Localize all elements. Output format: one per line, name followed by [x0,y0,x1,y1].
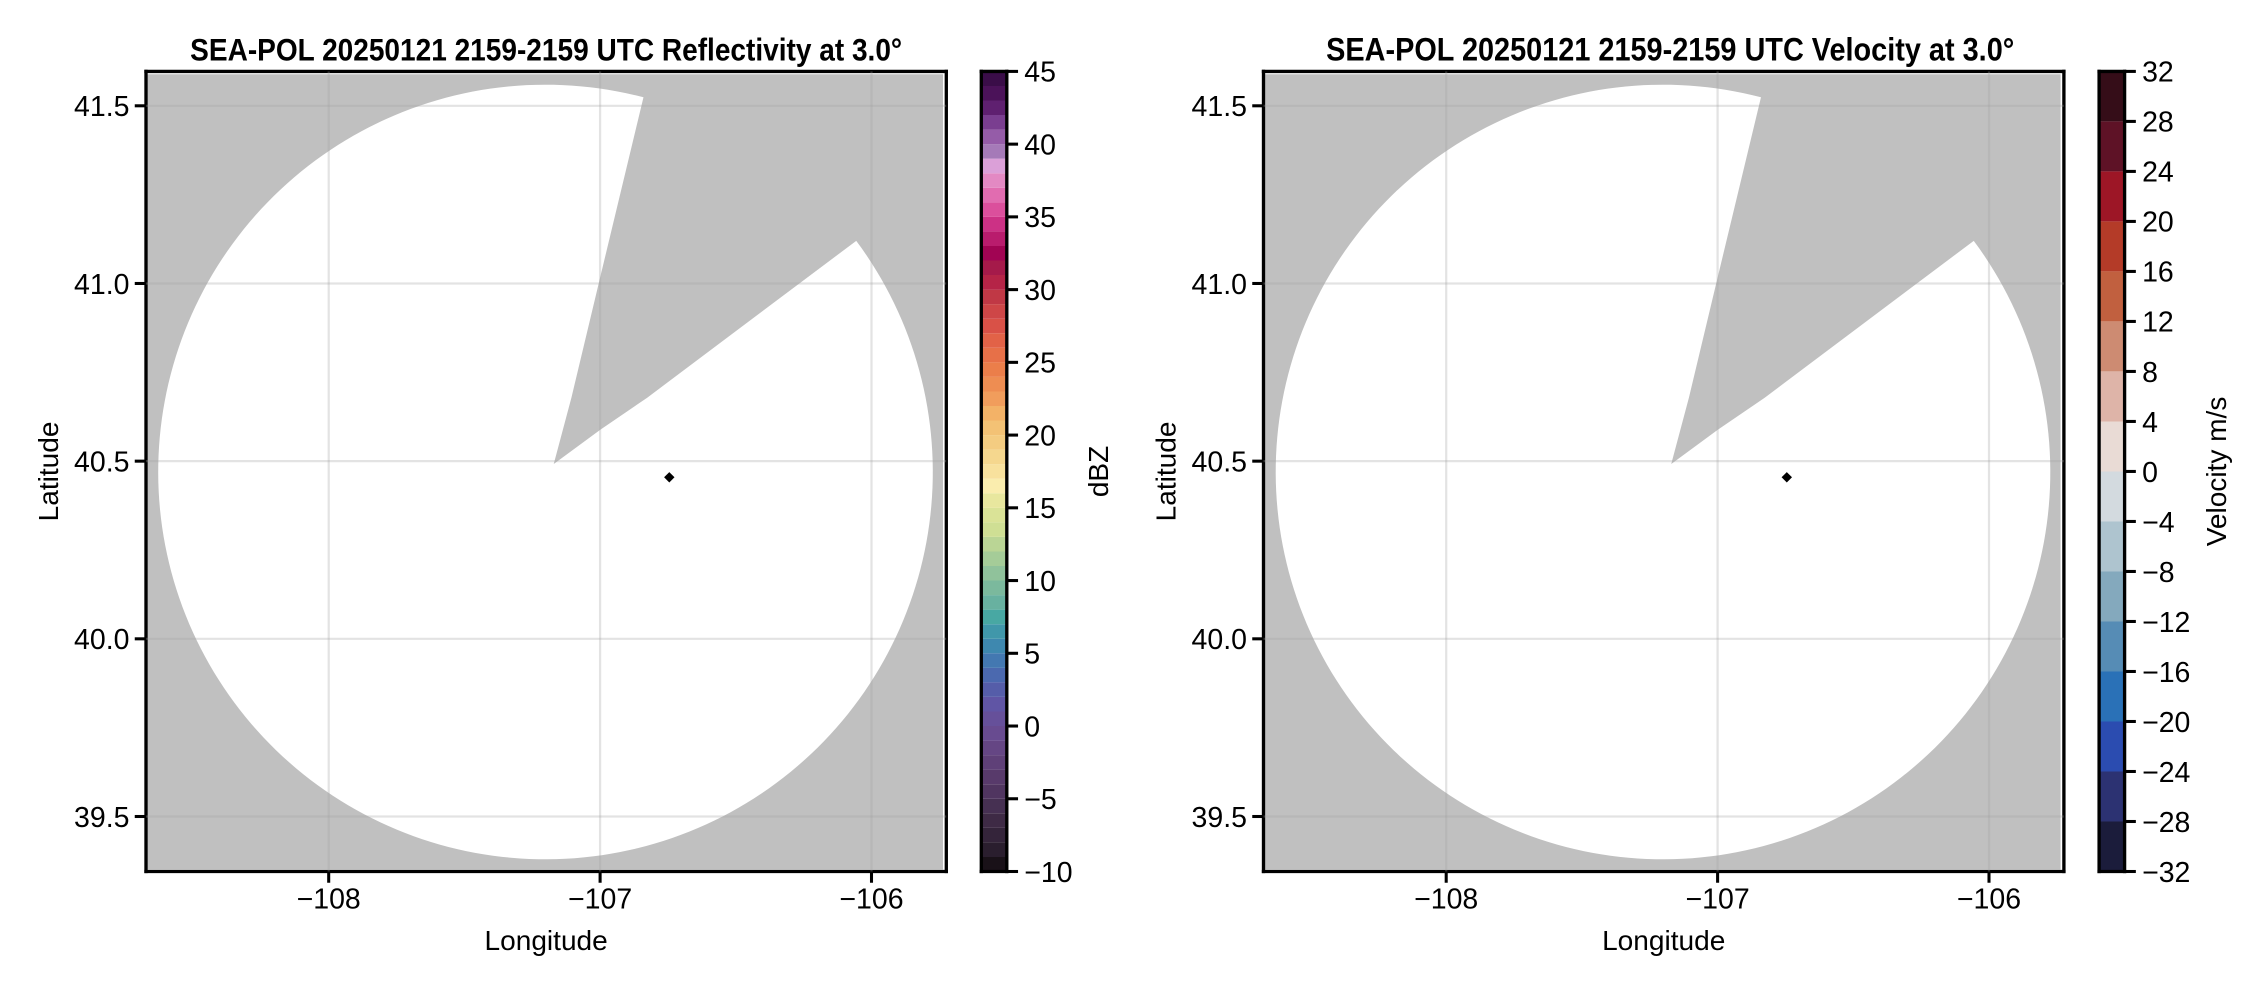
svg-text:−32: −32 [2142,857,2190,889]
svg-text:−28: −28 [2142,807,2190,839]
svg-text:12: 12 [2142,307,2174,339]
svg-text:40.0: 40.0 [1192,624,1247,656]
svg-text:SEA-POL 20250121 2159-2159 UTC: SEA-POL 20250121 2159-2159 UTC Velocity … [1326,32,2014,68]
svg-text:10: 10 [1024,566,1056,598]
svg-text:32: 32 [2142,57,2174,89]
svg-text:−10: −10 [1024,857,1072,889]
svg-text:dBZ: dBZ [1083,446,1114,497]
svg-text:25: 25 [1024,348,1056,380]
svg-text:5: 5 [1024,639,1040,671]
svg-text:16: 16 [2142,257,2174,289]
svg-text:−16: −16 [2142,657,2190,689]
svg-text:−8: −8 [2142,557,2174,589]
svg-text:Latitude: Latitude [33,422,64,522]
svg-text:−20: −20 [2142,707,2190,739]
svg-text:28: 28 [2142,107,2174,139]
svg-text:−108: −108 [297,884,361,916]
svg-text:−107: −107 [568,884,632,916]
svg-text:8: 8 [2142,357,2158,389]
svg-text:40.5: 40.5 [1192,446,1247,478]
svg-text:−106: −106 [839,884,903,916]
svg-text:39.5: 39.5 [1192,802,1247,834]
svg-text:Velocity m/s: Velocity m/s [2201,397,2232,547]
svg-text:40.0: 40.0 [74,624,129,656]
svg-text:20: 20 [2142,207,2174,239]
svg-text:Longitude: Longitude [1602,925,1725,956]
svg-text:SEA-POL 20250121 2159-2159 UTC: SEA-POL 20250121 2159-2159 UTC Reflectiv… [190,33,902,68]
svg-text:24: 24 [2142,157,2174,189]
svg-text:45: 45 [1024,57,1056,89]
svg-text:−4: −4 [2142,507,2174,539]
svg-text:4: 4 [2142,407,2158,439]
svg-text:−12: −12 [2142,607,2190,639]
svg-text:39.5: 39.5 [74,802,129,834]
svg-text:Latitude: Latitude [1150,422,1181,522]
svg-text:−106: −106 [1957,884,2021,916]
svg-text:40: 40 [1024,129,1056,161]
svg-text:15: 15 [1024,493,1056,525]
svg-text:20: 20 [1024,420,1056,452]
svg-text:−108: −108 [1414,884,1478,916]
svg-text:40.5: 40.5 [74,446,129,478]
svg-text:30: 30 [1024,275,1056,307]
svg-text:−24: −24 [2142,757,2190,789]
svg-text:35: 35 [1024,202,1056,234]
svg-text:41.0: 41.0 [74,269,129,301]
svg-text:Longitude: Longitude [485,925,608,956]
svg-text:−107: −107 [1686,884,1750,916]
svg-text:41.5: 41.5 [1192,91,1247,123]
svg-text:41.0: 41.0 [1192,269,1247,301]
svg-text:−5: −5 [1024,784,1056,816]
svg-text:41.5: 41.5 [74,91,129,123]
svg-text:0: 0 [1024,711,1040,743]
svg-text:0: 0 [2142,457,2158,489]
